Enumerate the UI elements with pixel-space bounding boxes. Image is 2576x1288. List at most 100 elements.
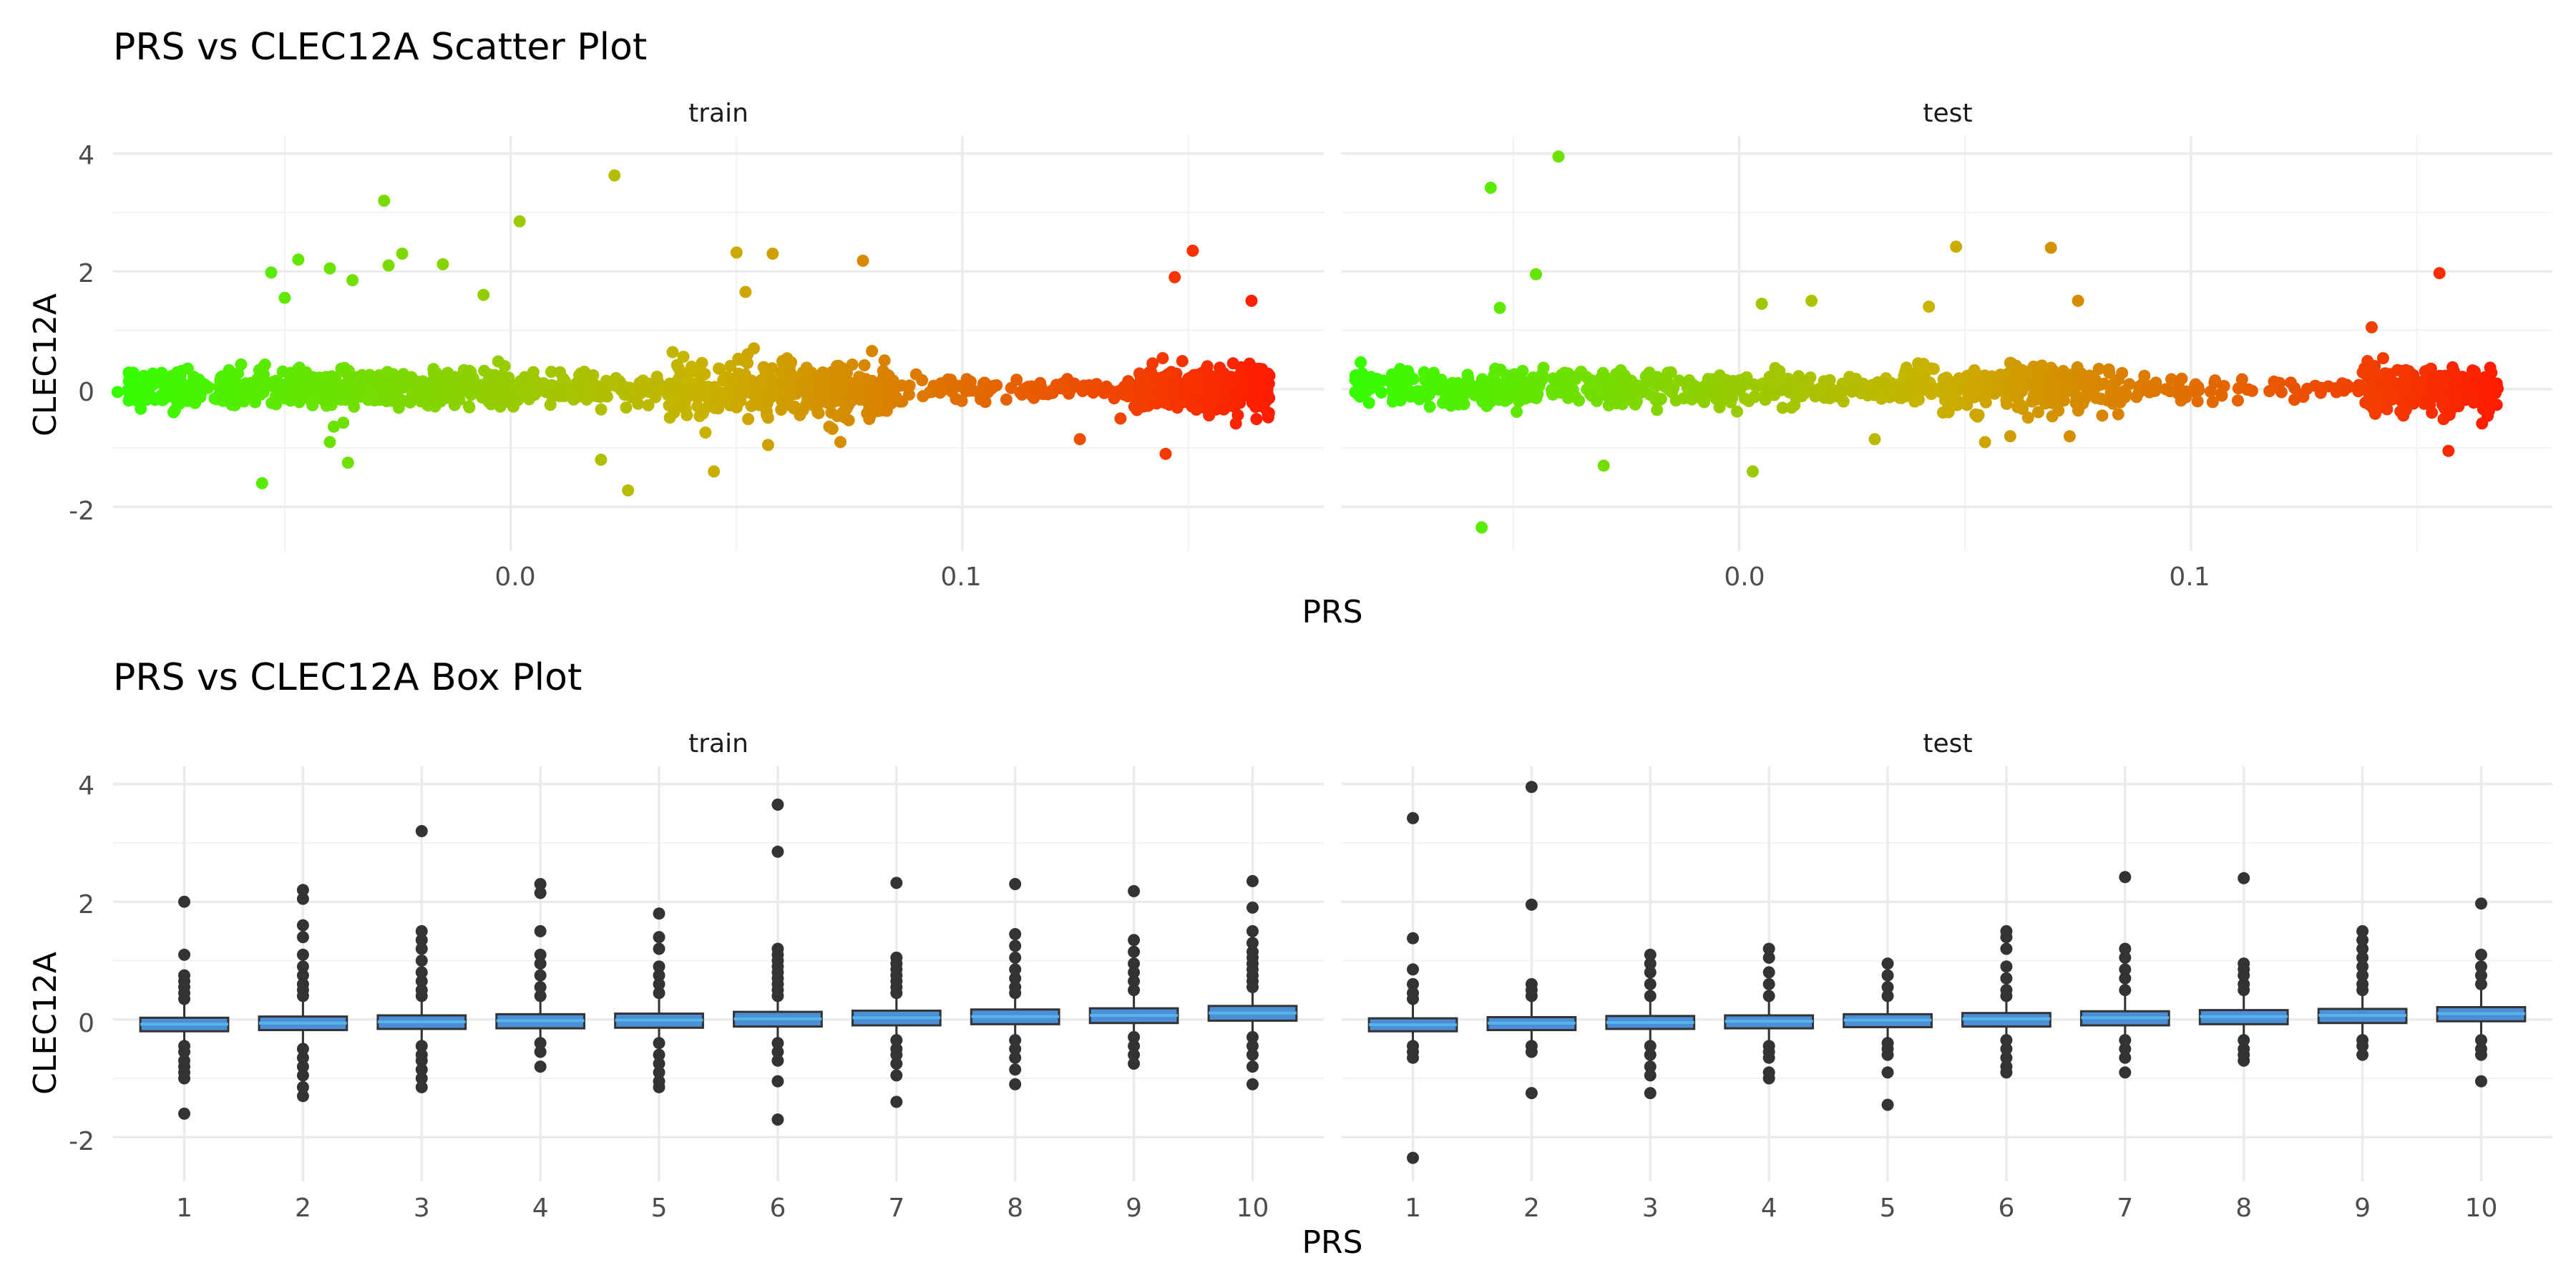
scatter-point xyxy=(434,392,447,405)
box-outlier xyxy=(1407,1051,1420,1064)
scatter-point xyxy=(1776,401,1789,414)
box-train-xtick-9: 9 xyxy=(1126,1194,1142,1223)
box-outlier xyxy=(415,1072,428,1085)
scatter-point xyxy=(1861,389,1874,401)
scatter-point xyxy=(587,369,600,381)
box-outlier xyxy=(1762,990,1775,1002)
scatter-point xyxy=(683,382,696,395)
scatter-point xyxy=(2376,352,2389,365)
scatter-point xyxy=(2063,430,2076,443)
scatter-point xyxy=(2072,404,2084,417)
scatter-point xyxy=(1236,366,1249,379)
box-outlier xyxy=(1881,1048,1894,1061)
box-outlier xyxy=(2119,1066,2132,1079)
box-outlier xyxy=(415,1063,428,1076)
scatter-point xyxy=(800,361,813,374)
scatter-point xyxy=(730,246,743,259)
scatter-point xyxy=(1349,374,1362,386)
scatter-point xyxy=(1389,371,1402,384)
box-outlier xyxy=(771,1075,784,1088)
box-outlier xyxy=(1009,1034,1022,1047)
box-outlier xyxy=(2474,977,2487,990)
scatter-point xyxy=(1030,385,1043,398)
scatter-point xyxy=(335,362,348,375)
box-outlier xyxy=(415,990,428,1002)
scatter-point xyxy=(594,391,607,404)
scatter-point xyxy=(382,259,395,272)
scatter-point xyxy=(2092,363,2105,375)
box-outlier xyxy=(296,1069,309,1082)
scatter-point xyxy=(482,396,495,409)
box-outlier xyxy=(1881,969,1894,982)
box-boxes-test xyxy=(1367,781,2527,1164)
scatter-point xyxy=(1682,380,1695,393)
scatter-point xyxy=(293,361,306,374)
scatter-point xyxy=(798,378,811,391)
scatter-point xyxy=(1199,374,1212,386)
scatter-point xyxy=(1849,381,1862,394)
box-outlier xyxy=(2356,960,2369,973)
scatter-test-xtick-0.0: 0.0 xyxy=(1724,562,1765,592)
box-outlier xyxy=(415,942,428,955)
scatter-point xyxy=(168,404,181,416)
scatter-point xyxy=(2019,367,2032,380)
box-outlier xyxy=(178,1107,191,1120)
scatter-point xyxy=(834,436,847,449)
box-outlier xyxy=(2356,984,2369,997)
scatter-point xyxy=(2481,393,2494,406)
scatter-point xyxy=(1652,394,1664,407)
scatter-point xyxy=(1191,392,1204,405)
scatter-point xyxy=(2472,374,2484,386)
scatter-point xyxy=(835,381,848,394)
scatter-point xyxy=(1419,374,1432,386)
scatter-point xyxy=(1455,390,1468,403)
scatter-point xyxy=(608,169,621,182)
box-test-xtick-3: 3 xyxy=(1642,1194,1659,1223)
scatter-point xyxy=(960,373,973,386)
scatter-point xyxy=(2029,372,2042,385)
scatter-point xyxy=(752,385,765,398)
box-outlier xyxy=(1644,1040,1657,1053)
box-outlier xyxy=(534,957,547,970)
scatter-point xyxy=(1818,375,1830,388)
box-test-xtick-7: 7 xyxy=(2117,1194,2133,1223)
scatter-point xyxy=(1412,385,1425,398)
box-outlier xyxy=(1128,984,1141,997)
scatter-point xyxy=(2004,430,2016,443)
box-outlier xyxy=(415,1080,428,1093)
scatter-point xyxy=(1477,379,1490,391)
scatter-point xyxy=(1159,394,1172,406)
box-outlier xyxy=(2238,984,2250,997)
scatter-point xyxy=(878,354,891,367)
scatter-point xyxy=(2396,376,2409,389)
scatter-point xyxy=(1076,385,1089,397)
scatter-point xyxy=(1783,386,1796,399)
box-outlier xyxy=(178,1072,191,1085)
scatter-point xyxy=(2365,394,2378,407)
scatter-point xyxy=(677,351,690,364)
scatter-point xyxy=(1534,376,1547,388)
box-outlier xyxy=(1246,981,1259,993)
scatter-point xyxy=(1551,381,1564,394)
scatter-point xyxy=(2046,395,2059,408)
scatter-point xyxy=(396,248,409,260)
box-train-xtick-2: 2 xyxy=(295,1194,311,1223)
scatter-point xyxy=(857,254,869,267)
box-outlier xyxy=(653,942,665,955)
box-outlier xyxy=(1644,1087,1657,1100)
scatter-point xyxy=(2288,381,2301,394)
scatter-point xyxy=(903,379,916,392)
scatter-point xyxy=(1837,395,1850,408)
scatter-point xyxy=(2143,386,2156,399)
box-outlier xyxy=(2119,972,2132,985)
scatter-point xyxy=(2165,373,2177,386)
scatter-point xyxy=(1484,181,1497,194)
box-outlier xyxy=(2238,872,2250,884)
box-outlier xyxy=(771,1037,784,1050)
box-outlier xyxy=(771,1054,784,1067)
scatter-point xyxy=(1010,374,1023,386)
scatter-point xyxy=(1652,379,1664,391)
box-outlier xyxy=(1009,1043,1022,1055)
scatter-point xyxy=(1893,378,1906,391)
